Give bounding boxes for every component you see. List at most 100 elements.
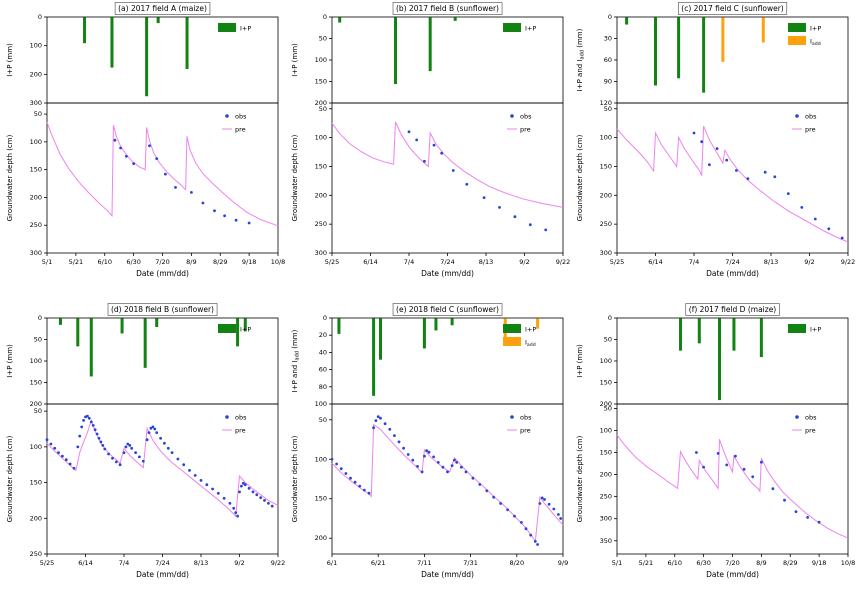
obs-point: [367, 491, 371, 495]
bar-ytick-label: 150: [315, 78, 327, 86]
gw-ytick-label: 50: [604, 404, 612, 412]
bar-ytick-label: 0: [608, 314, 612, 322]
xtick-label: 9/2: [519, 258, 529, 266]
obs-point: [513, 514, 516, 518]
obs-point: [450, 464, 454, 467]
irrigation-bar: [58, 318, 62, 325]
xtick-label: 9/22: [556, 258, 571, 266]
gw-ytick-label: 200: [600, 191, 612, 199]
obs-point: [692, 131, 696, 135]
obs-point: [552, 507, 556, 511]
obs-point: [760, 460, 763, 464]
obs-point: [159, 436, 163, 440]
panel-title-box: [677, 2, 788, 15]
xtick-label: 6/30: [696, 559, 711, 567]
obs-point: [61, 454, 64, 458]
xtick-label: 9/9: [558, 559, 568, 567]
obs-point: [362, 488, 366, 492]
xtick-label: 6/14: [78, 559, 93, 567]
obs-point: [247, 221, 251, 225]
gw-ytick-label: 350: [600, 537, 612, 545]
panel-title: (b) 2017 field B (sunflower): [396, 4, 499, 13]
gw-ytick-label: 50: [319, 416, 327, 424]
gw-ytick-label: 50: [319, 105, 327, 113]
obs-point: [349, 476, 352, 480]
panel-a-chart: (a) 2017 field A (maize) 0 100 200 300 I+P (m…: [6, 2, 286, 278]
bar-legend-swatch: [788, 23, 806, 32]
panel-title: (f) 2017 field D (maize): [689, 305, 777, 314]
irrigation-bar: [697, 318, 701, 344]
x-axis-label: Date (mm/dd): [421, 269, 474, 278]
obs-point: [513, 215, 517, 219]
irrigation-bar: [422, 318, 426, 349]
obs-point: [87, 416, 91, 420]
obs-point: [471, 476, 475, 480]
bar-ylabel: I+P and Iadd (mm): [291, 329, 301, 392]
obs-point: [111, 456, 114, 460]
bar-legend-swatch: [218, 324, 236, 333]
obs-point: [82, 419, 85, 422]
obs-point: [49, 442, 53, 446]
x-axis-label: Date (mm/dd): [706, 570, 759, 579]
irrigation-bar: [677, 17, 681, 79]
obs-point: [372, 426, 375, 430]
xtick-label: 9/22: [841, 258, 856, 266]
obs-point: [806, 516, 809, 519]
obs-point: [773, 175, 777, 179]
obs-point: [270, 504, 274, 508]
gw-ytick-label: 300: [600, 249, 612, 257]
bar-ytick-label: 50: [319, 35, 327, 43]
obs-point: [441, 465, 445, 469]
bar-ytick-label: 200: [600, 400, 612, 408]
xtick-label: 7/4: [404, 258, 414, 266]
irrigation-bar: [143, 318, 147, 368]
irrigation-bar: [394, 17, 398, 85]
obs-point: [725, 158, 729, 162]
obs-legend-label: obs: [520, 414, 532, 422]
obs-point: [695, 451, 698, 454]
obs-point: [138, 455, 141, 459]
xtick-label: 7/24: [440, 258, 455, 266]
gw-ytick-label: 150: [600, 162, 612, 170]
obs-point: [176, 457, 180, 461]
obs-point: [478, 483, 482, 486]
obs-point: [402, 446, 405, 450]
irrigation-bar: [89, 318, 93, 377]
xtick-label: 6/21: [371, 559, 386, 567]
bar-legend-label: I+P: [240, 25, 251, 33]
obs-point: [155, 157, 159, 161]
irrigation-bar: [338, 17, 342, 23]
irrigation-bar: [759, 318, 763, 358]
bar-ytick-label: 60: [604, 56, 612, 64]
bar-legend-label: I+P: [810, 326, 821, 334]
pre-legend-label: pre: [520, 427, 531, 435]
obs-legend-marker: [795, 114, 799, 118]
gw-ytick-label: 250: [315, 220, 327, 228]
obs-point: [118, 463, 122, 467]
irrigation-bar: [536, 318, 540, 329]
obs-legend-label: obs: [520, 113, 532, 121]
bar-legend-swatch: [503, 337, 521, 346]
bar-legend-label: I+P: [525, 326, 536, 334]
obs-point: [243, 483, 247, 487]
bar-ylabel: I+P (mm): [6, 344, 14, 378]
bar-legend-label: I+P: [525, 25, 536, 33]
obs-point: [155, 431, 159, 434]
gw-ytick-label: 250: [30, 221, 42, 229]
xtick-label: 6/14: [363, 258, 378, 266]
obs-point: [406, 453, 410, 456]
obs-point: [786, 192, 790, 196]
obs-point: [499, 502, 502, 505]
bar-legend-swatch: [503, 23, 521, 32]
obs-point: [533, 540, 537, 543]
obs-point: [335, 462, 338, 466]
bar-legend-swatch: [788, 36, 806, 45]
x-axis-label: Date (mm/dd): [136, 269, 189, 278]
xtick-label: 9/18: [242, 258, 257, 266]
bar-ytick-label: 60: [319, 366, 327, 374]
irrigation-bar: [76, 318, 80, 347]
obs-point: [432, 143, 436, 147]
bar-ytick-label: 0: [608, 13, 612, 21]
obs-point: [708, 163, 711, 167]
xtick-label: 10/8: [271, 258, 286, 266]
